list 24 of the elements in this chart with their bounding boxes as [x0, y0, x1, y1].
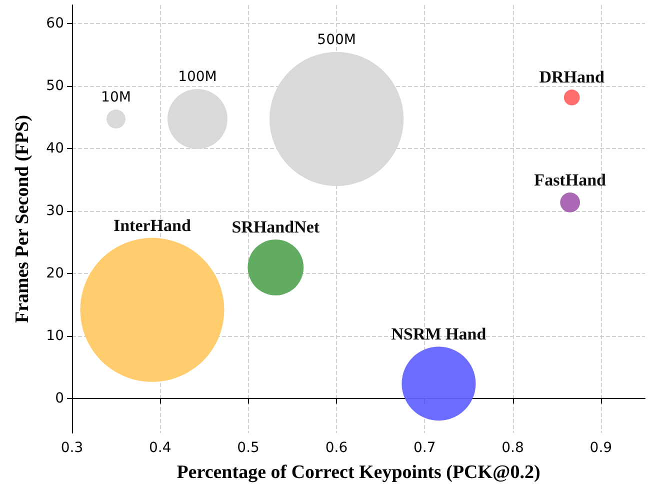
y-tick-label: 20 — [46, 266, 64, 282]
x-tick-label: 0.3 — [60, 440, 84, 456]
y-tick-label: 30 — [46, 203, 64, 220]
series-label: NSRM Hand — [391, 324, 487, 344]
y-tick-label: 0 — [55, 390, 64, 407]
legend-label: 10M — [101, 90, 131, 106]
y-tick-label: 60 — [46, 16, 64, 32]
x-tick-label: 0.7 — [413, 440, 436, 456]
x-tick-label: 0.8 — [502, 440, 524, 456]
x-axis-title: Percentage of Correct Keypoints (PCK@0.2) — [176, 462, 540, 483]
y-axis-title: Frames Per Second (FPS) — [12, 114, 33, 324]
y-tick-label: 10 — [46, 328, 64, 344]
x-tick-label: 0.6 — [325, 440, 348, 456]
legend-label: 100M — [178, 69, 217, 85]
x-tick-label: 0.9 — [590, 440, 612, 456]
y-tick-label: 40 — [46, 140, 64, 157]
series-label: FastHand — [534, 170, 607, 190]
x-tick-label: 0.4 — [149, 440, 172, 456]
y-tick-label: 50 — [46, 78, 64, 94]
series-label: InterHand — [113, 216, 192, 235]
series-label: DRHand — [539, 68, 605, 87]
legend-label: 500M — [317, 32, 356, 48]
series-label: SRHandNet — [232, 217, 320, 236]
x-tick-label: 0.5 — [237, 440, 260, 456]
